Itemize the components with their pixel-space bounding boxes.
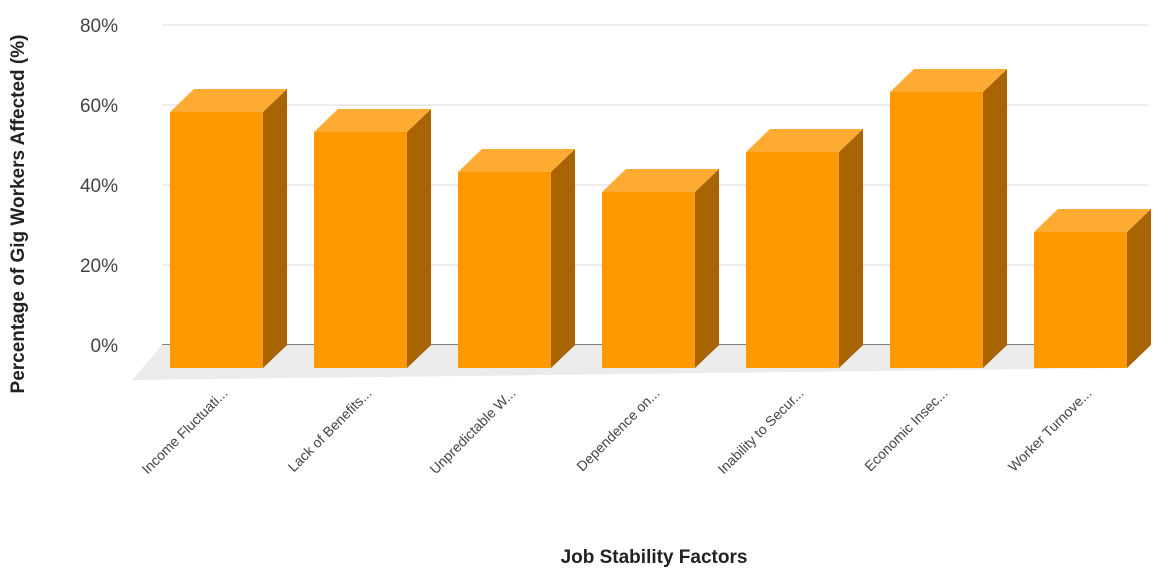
bar-front xyxy=(170,112,263,368)
bar xyxy=(1034,209,1151,368)
bar-top xyxy=(314,109,431,132)
bar-side xyxy=(1127,209,1151,368)
y-tick-label: 60% xyxy=(80,96,118,117)
bars xyxy=(170,69,1151,368)
bar-front xyxy=(602,192,695,368)
bar-top xyxy=(890,69,1007,92)
bar-side xyxy=(263,89,287,368)
bar xyxy=(890,69,1007,368)
bar-top xyxy=(746,129,863,152)
x-tick-label: Unpredictable W... xyxy=(426,385,518,477)
x-tick-label: Lack of Benefits... xyxy=(285,385,375,475)
bar xyxy=(602,169,719,368)
x-tick-label: Economic Insec... xyxy=(861,385,950,474)
bar xyxy=(458,149,575,368)
bar-side xyxy=(551,149,575,368)
bar-side xyxy=(695,169,719,368)
bar xyxy=(314,109,431,368)
bar-top xyxy=(602,169,719,192)
bar xyxy=(746,129,863,368)
x-axis-title: Job Stability Factors xyxy=(561,547,748,568)
bar-front xyxy=(890,92,983,368)
bar-top xyxy=(1034,209,1151,232)
bar-front xyxy=(314,132,407,368)
x-tick-label: Income Fluctuati... xyxy=(138,385,230,477)
y-axis-ticks: 0% 20% 40% 60% 80% xyxy=(80,16,118,357)
y-axis-title: Percentage of Gig Workers Affected (%) xyxy=(8,35,29,394)
y-tick-label: 40% xyxy=(80,176,118,197)
bar-front xyxy=(746,152,839,368)
bar-top xyxy=(170,89,287,112)
bar-front xyxy=(458,172,551,368)
bar-side xyxy=(983,69,1007,368)
y-tick-label: 20% xyxy=(80,256,118,277)
x-tick-label: Worker Turnove... xyxy=(1005,385,1095,475)
x-tick-label: Dependence on... xyxy=(573,385,662,474)
bar-front xyxy=(1034,232,1127,368)
x-tick-label: Inability to Secur... xyxy=(714,385,806,477)
x-axis-categories: Income Fluctuati... Lack of Benefits... Un… xyxy=(138,385,1094,477)
y-tick-label: 80% xyxy=(80,16,118,37)
bar-side xyxy=(839,129,863,368)
y-tick-label: 0% xyxy=(91,336,119,357)
bar-top xyxy=(458,149,575,172)
bar xyxy=(170,89,287,368)
bar-side xyxy=(407,109,431,368)
